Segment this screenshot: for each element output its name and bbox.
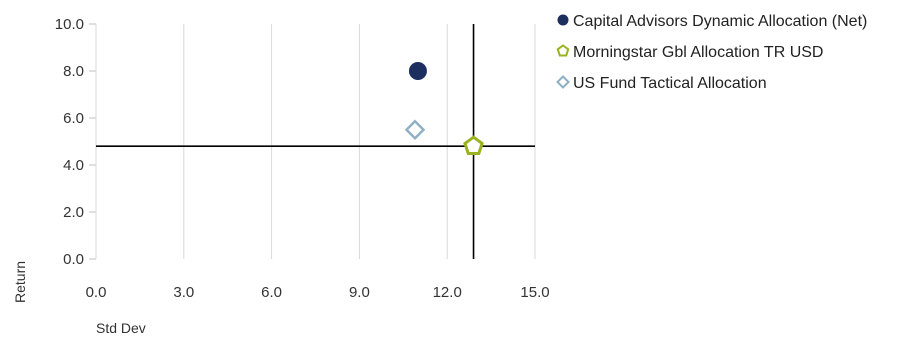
x-tick-label: 3.0: [173, 284, 194, 301]
data-point-diamond: [404, 119, 426, 140]
data-point-pentagon: [463, 135, 484, 155]
x-tick-label: 6.0: [261, 284, 282, 301]
y-tick-label: 2.0: [63, 204, 84, 221]
legend: Capital Advisors Dynamic Allocation (Net…: [556, 13, 867, 92]
y-tick-label: 10.0: [55, 16, 84, 33]
tick-labels: 0.0 2.0 4.0 6.0 8.0 10.0 0.0 3.0 6.0 9.0 12.0 15.0: [55, 16, 550, 301]
legend-label: Morningstar Gbl Allocation TR USD: [573, 44, 823, 61]
legend-item: US Fund Tactical Allocation: [556, 75, 767, 92]
legend-label: US Fund Tactical Allocation: [573, 75, 767, 92]
legend-label: Capital Advisors Dynamic Allocation (Net…: [573, 13, 867, 30]
legend-item: Morningstar Gbl Allocation TR USD: [556, 44, 823, 61]
x-tick-label: 9.0: [349, 284, 370, 301]
x-tick-label: 12.0: [433, 284, 462, 301]
data-point-circle: [408, 62, 427, 80]
legend-marker-pentagon: [556, 44, 570, 57]
y-tick-label: 0.0: [63, 251, 84, 268]
x-axis-title: Std Dev: [96, 320, 146, 336]
y-tick-label: 8.0: [63, 63, 84, 80]
y-tick-label: 4.0: [63, 157, 84, 174]
x-tick-label: 15.0: [520, 284, 549, 301]
legend-marker-circle: [557, 14, 569, 26]
y-axis-title: Return: [12, 261, 28, 303]
x-tick-label: 0.0: [86, 284, 107, 301]
legend-item: Capital Advisors Dynamic Allocation (Net…: [557, 13, 867, 30]
legend-marker-diamond: [556, 75, 570, 89]
grid-layer: [89, 23, 536, 260]
y-tick-label: 6.0: [63, 110, 84, 127]
data-points: [404, 62, 484, 155]
